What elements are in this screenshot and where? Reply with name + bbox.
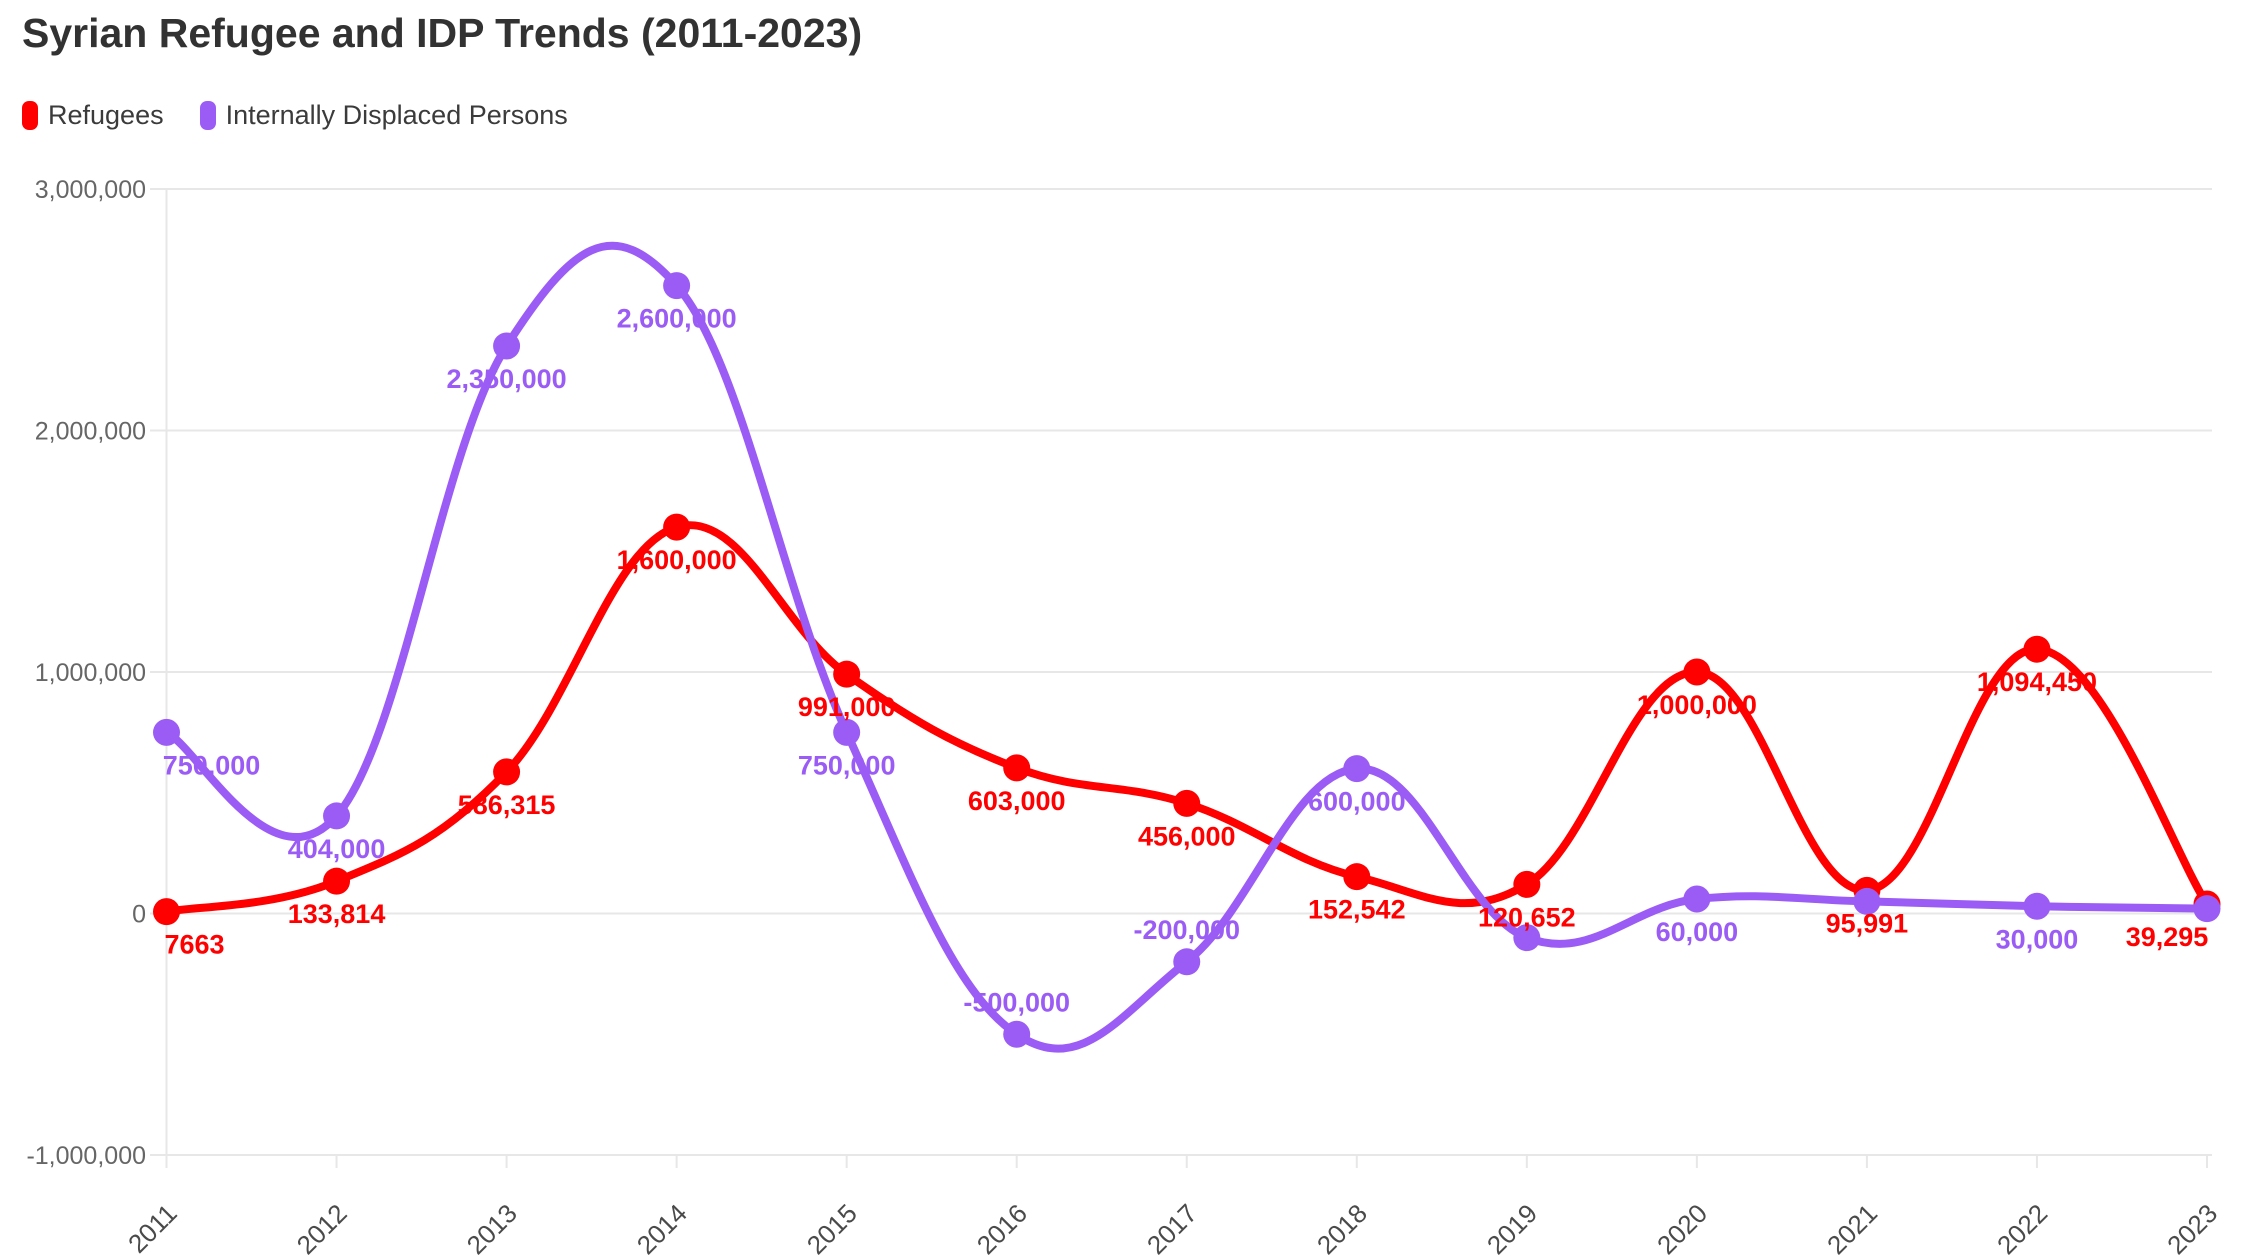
data-label-refugees-2023: 39,295 (2126, 922, 2209, 952)
legend-item-idp[interactable]: Internally Displaced Persons (199, 100, 568, 131)
x-axis-tick-label: 2012 (291, 1198, 353, 1255)
x-axis-tick-label: 2017 (1141, 1198, 1203, 1255)
data-label-internally-displaced-persons-2014: 2,600,000 (617, 304, 737, 334)
data-label-internally-displaced-persons-2016: -500,000 (963, 987, 1070, 1017)
x-axis-tick-label: 2013 (461, 1198, 523, 1255)
legend-item-refugees[interactable]: Refugees (22, 100, 164, 131)
data-point-refugees-2012[interactable] (323, 867, 351, 895)
data-label-refugees-2022: 1,094,450 (1977, 667, 2097, 697)
data-point-refugees-2019[interactable] (1513, 870, 1541, 898)
data-label-internally-displaced-persons-2017: -200,000 (1133, 915, 1240, 945)
legend-label-idp: Internally Displaced Persons (225, 100, 568, 130)
data-label-refugees-2019: 120,652 (1478, 902, 1576, 932)
data-point-internally-displaced-persons-2020[interactable] (1683, 885, 1711, 913)
data-label-internally-displaced-persons-2020: 60,000 (1656, 917, 1739, 947)
x-axis-tick-label: 2015 (801, 1198, 863, 1255)
x-axis-tick-label: 2018 (1311, 1198, 1373, 1255)
y-axis-tick-label: -1,000,000 (26, 1142, 146, 1170)
data-label-internally-displaced-persons-2012: 404,000 (288, 834, 386, 864)
data-point-refugees-2018[interactable] (1343, 863, 1371, 891)
x-axis-tick-label: 2023 (2161, 1198, 2223, 1255)
legend-label-refugees: Refugees (48, 100, 164, 130)
data-label-refugees-2011: 7663 (164, 930, 224, 960)
data-point-refugees-2015[interactable] (833, 660, 861, 688)
data-label-refugees-2016: 603,000 (968, 786, 1066, 816)
chart-title: Syrian Refugee and IDP Trends (2011-2023… (22, 10, 863, 56)
data-label-internally-displaced-persons-2011: 750,000 (163, 750, 261, 780)
data-point-internally-displaced-persons-2013[interactable] (493, 332, 521, 360)
data-point-internally-displaced-persons-2023[interactable] (2193, 895, 2221, 923)
data-point-internally-displaced-persons-2022[interactable] (2023, 892, 2051, 920)
data-label-internally-displaced-persons-2015: 750,000 (798, 750, 896, 780)
x-axis-tick-label: 2016 (971, 1198, 1033, 1255)
data-label-refugees-2015: 991,000 (798, 692, 896, 722)
data-point-refugees-2011[interactable] (153, 898, 180, 926)
data-label-refugees-2014: 1,600,000 (617, 545, 737, 575)
data-label-refugees-2012: 133,814 (288, 899, 386, 929)
data-label-internally-displaced-persons-2013: 2,350,000 (447, 364, 567, 394)
legend-swatch-idp-icon (199, 101, 216, 130)
data-point-internally-displaced-persons-2015[interactable] (833, 718, 861, 746)
x-axis-tick-label: 2021 (1821, 1198, 1883, 1255)
data-label-refugees-2013: 586,315 (458, 790, 556, 820)
data-label-refugees-2018: 152,542 (1308, 895, 1406, 925)
data-point-refugees-2013[interactable] (493, 758, 521, 786)
data-point-internally-displaced-persons-2011[interactable] (153, 718, 180, 746)
y-axis-tick-label: 1,000,000 (35, 659, 146, 687)
x-axis-tick-label: 2011 (122, 1198, 183, 1255)
y-axis-tick-label: 3,000,000 (35, 176, 146, 204)
data-point-internally-displaced-persons-2012[interactable] (323, 802, 351, 830)
x-axis-tick-label: 2022 (1991, 1198, 2053, 1255)
data-label-refugees-2017: 456,000 (1138, 821, 1236, 851)
y-axis-tick-label: 0 (132, 901, 146, 929)
x-axis-tick-label: 2019 (1481, 1198, 1543, 1255)
chart-legend: Refugees Internally Displaced Persons (22, 100, 568, 131)
data-point-refugees-2020[interactable] (1683, 658, 1711, 686)
data-label-internally-displaced-persons-2022: 30,000 (1996, 924, 2079, 954)
data-point-refugees-2022[interactable] (2023, 635, 2051, 663)
legend-swatch-refugees-icon (22, 101, 38, 130)
data-point-refugees-2014[interactable] (663, 513, 691, 541)
data-label-refugees-2021: 95,991 (1826, 908, 1909, 938)
series-line-refugees (162, 521, 2211, 916)
data-point-internally-displaced-persons-2017[interactable] (1173, 948, 1201, 976)
data-label-internally-displaced-persons-2018: 600,000 (1308, 787, 1406, 817)
data-point-internally-displaced-persons-2018[interactable] (1343, 755, 1371, 783)
data-point-internally-displaced-persons-2019[interactable] (1513, 924, 1541, 952)
series-line-internally-displaced-persons (162, 241, 2211, 1053)
data-point-refugees-2016[interactable] (1003, 754, 1031, 782)
x-axis-tick-label: 2014 (631, 1198, 693, 1255)
data-label-refugees-2020: 1,000,000 (1637, 690, 1757, 720)
data-point-refugees-2017[interactable] (1173, 789, 1201, 817)
x-axis-tick-label: 2020 (1651, 1198, 1713, 1255)
data-point-internally-displaced-persons-2016[interactable] (1003, 1020, 1031, 1048)
data-point-internally-displaced-persons-2021[interactable] (1853, 887, 1881, 915)
data-point-internally-displaced-persons-2014[interactable] (663, 272, 691, 300)
y-axis-tick-label: 2,000,000 (35, 418, 146, 446)
